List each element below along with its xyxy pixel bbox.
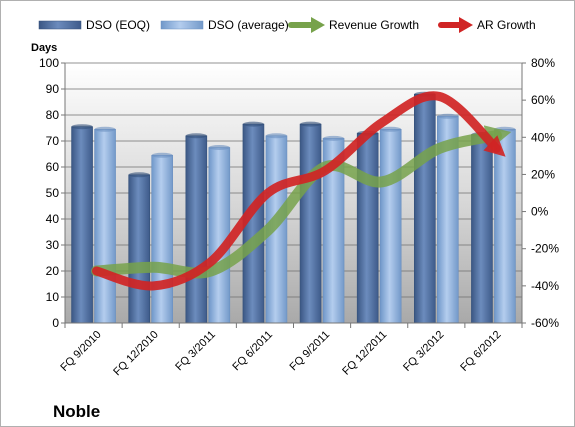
y2-tick-label-7: 80%: [531, 56, 555, 70]
point-ar-growth-7: [495, 147, 497, 149]
point-ar-growth-2: [210, 261, 212, 263]
point-ar-growth-4: [324, 170, 326, 172]
bar-cap-dso-eoq-3: [242, 121, 264, 127]
point-revenue-growth-2: [210, 270, 212, 272]
legend-item-dso-average: DSO (average): [160, 18, 289, 32]
bar-dso-average-fq-9-2010: [94, 129, 116, 324]
legend-item-ar-growth: AR Growth: [438, 17, 536, 33]
bar-dso-eoq-fq-9-2010: [71, 126, 93, 324]
bar-dso-eoq-fq-9-2011: [299, 123, 322, 324]
x-tick-label-fq-3-2011: FQ 3/2011: [173, 329, 218, 374]
bar-dso-average-fq-12-2010: [151, 155, 173, 324]
y2-tick-label-0: -60%: [531, 316, 559, 330]
bar-cap-dso-average-2: [208, 145, 230, 150]
bar-dso-average-fq-12-2011: [379, 129, 402, 324]
x-tick-label-fq-12-2010: FQ 12/2010: [111, 329, 161, 379]
bar-cap-dso-eoq-4: [300, 121, 322, 127]
legend: DSO (EOQ) DSO (average) Revenue Growth A…: [38, 17, 536, 33]
y-tick-label-30: 30: [46, 238, 60, 252]
y-tick-label-20: 20: [46, 264, 60, 278]
legend-arrow-revenue-growth: [311, 17, 325, 33]
x-tick-label-fq-3-2012: FQ 3/2012: [401, 329, 446, 374]
legend-swatch-dso-average: [160, 20, 204, 30]
y2-tick-label-2: -20%: [531, 242, 559, 256]
legend-label-dso-eoq: DSO (EOQ): [86, 18, 150, 32]
y2-tick-label-4: 20%: [531, 167, 555, 181]
bar-dso-eoq-fq-6-2012: [471, 134, 493, 324]
y-tick-label-70: 70: [46, 134, 60, 148]
point-ar-growth-5: [381, 121, 383, 123]
point-ar-growth-6: [438, 95, 440, 97]
legend-item-dso-eoq: DSO (EOQ): [38, 18, 150, 32]
bar-dso-average-fq-6-2012: [494, 129, 516, 324]
bar-cap-dso-average-4: [323, 135, 345, 141]
x-axis-ticks: FQ 9/2010 FQ 12/2010 FQ 3/2011 FQ 6/2011 FQ …: [58, 323, 523, 379]
y-tick-label-10: 10: [46, 290, 60, 304]
point-revenue-growth-6: [438, 147, 440, 149]
y-tick-label-40: 40: [46, 212, 60, 226]
left-axis-ticks: 0 10 20 30 40 50 60 70 80 90 100: [39, 56, 65, 330]
bar-cap-dso-eoq-1: [128, 172, 150, 178]
line-revenue-growth: [91, 125, 512, 279]
x-tick-label-fq-6-2012: FQ 6/2012: [458, 329, 503, 374]
bar-dso-eoq-fq-3-2011: [185, 135, 208, 324]
point-revenue-growth-5: [381, 181, 383, 183]
point-revenue-growth-3: [267, 229, 269, 231]
point-ar-growth-0: [96, 270, 98, 272]
x-tick-label-fq-9-2010: FQ 9/2010: [58, 329, 103, 374]
y2-tick-label-5: 40%: [531, 130, 555, 144]
right-axis-ticks: -60% -40% -20% 0% 20% 40% 60% 80%: [522, 56, 559, 330]
y-tick-label-0: 0: [52, 316, 59, 330]
y-tick-label-90: 90: [46, 82, 60, 96]
y-tick-label-100: 100: [39, 56, 59, 70]
legend-label-dso-average: DSO (average): [208, 18, 289, 32]
legend-swatch-dso-eoq: [38, 20, 82, 30]
y2-tick-label-6: 60%: [531, 93, 555, 107]
bar-cap-dso-average-5: [380, 126, 402, 132]
bar-cap-dso-average-6: [437, 113, 459, 119]
legend-label-ar-growth: AR Growth: [477, 18, 536, 32]
y-tick-label-80: 80: [46, 108, 60, 122]
x-tick-label-fq-12-2011: FQ 12/2011: [340, 329, 389, 378]
bar-cap-dso-average-1: [151, 152, 173, 158]
bar-dso-eoq-fq-12-2010: [128, 174, 150, 324]
legend-label-revenue-growth: Revenue Growth: [329, 18, 419, 32]
bar-cap-dso-average-0: [94, 126, 116, 132]
company-name: Noble: [53, 402, 100, 421]
x-tick-label-fq-6-2011: FQ 6/2011: [230, 329, 275, 374]
bar-cap-dso-eoq-0: [71, 124, 93, 130]
bar-cap-dso-average-3: [265, 133, 287, 139]
line-ar-growth: [92, 91, 506, 291]
point-revenue-growth-1: [153, 266, 155, 268]
bar-dso-eoq-fq-3-2012: [414, 93, 436, 324]
point-ar-growth-3: [267, 192, 269, 194]
x-tick-label-fq-9-2011: FQ 9/2011: [288, 329, 333, 374]
point-revenue-growth-7: [495, 134, 497, 136]
bar-cap-dso-eoq-2: [185, 133, 207, 139]
y-tick-label-60: 60: [46, 160, 60, 174]
y2-tick-label-3: 0%: [531, 205, 549, 219]
bar-dso-average-fq-3-2011: [208, 147, 231, 324]
legend-item-revenue-growth: Revenue Growth: [288, 17, 419, 33]
bar-dso-eoq-fq-12-2011: [356, 132, 379, 324]
y-tick-label-50: 50: [46, 186, 60, 200]
point-ar-growth-1: [153, 285, 155, 287]
y2-tick-label-1: -40%: [531, 279, 559, 293]
growth-lines: [91, 91, 512, 291]
y-axis-title: Days: [31, 42, 57, 54]
legend-arrow-ar-growth: [459, 17, 473, 33]
